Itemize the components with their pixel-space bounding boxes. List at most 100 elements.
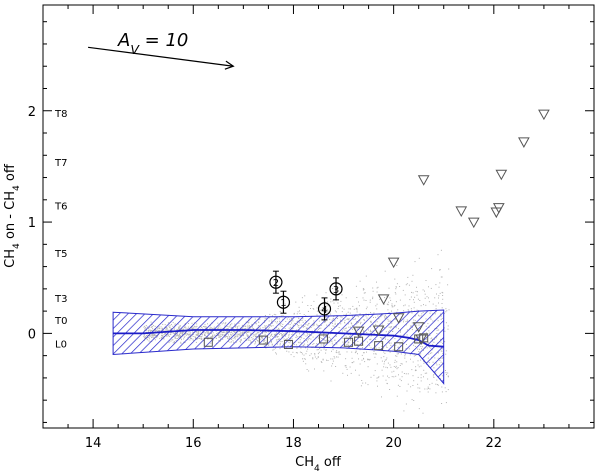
field-dot: [355, 351, 357, 353]
field-dot: [376, 303, 378, 305]
field-dot: [397, 384, 399, 386]
field-dot: [339, 353, 341, 355]
field-dot: [447, 325, 449, 327]
field-dot: [295, 301, 297, 303]
field-dot: [445, 308, 447, 310]
field-dot: [418, 408, 420, 410]
field-dot: [415, 355, 417, 356]
field-dot: [363, 292, 365, 294]
field-dot: [305, 353, 307, 355]
plot-frame: [42, 4, 595, 429]
field-dot: [377, 385, 378, 387]
field-dot: [396, 311, 398, 313]
field-dot: [405, 361, 407, 363]
field-dot: [272, 315, 273, 317]
field-dot: [370, 312, 372, 313]
field-dot: [400, 363, 402, 365]
field-dot: [424, 372, 426, 374]
field-dot: [317, 349, 319, 351]
field-dot: [439, 282, 441, 284]
field-dot: [390, 299, 392, 301]
field-dot: [422, 289, 424, 291]
field-dot: [425, 280, 427, 281]
field-dot: [361, 354, 363, 356]
field-dot: [420, 305, 422, 307]
field-dot: [417, 360, 419, 362]
spectral-type-label: L0: [55, 339, 67, 350]
field-dot: [396, 368, 398, 370]
field-dot: [325, 304, 327, 306]
field-dot: [420, 365, 422, 367]
field-dot: [349, 366, 351, 368]
field-dot: [279, 348, 281, 350]
field-dot: [413, 299, 414, 301]
field-dot: [445, 311, 447, 313]
field-dot: [296, 347, 298, 349]
field-dot: [358, 374, 360, 376]
field-dot: [439, 292, 441, 294]
field-dot: [362, 289, 364, 291]
field-dot: [273, 313, 275, 315]
field-dot: [412, 385, 414, 386]
candidate-circle: [317, 302, 332, 316]
field-dot: [419, 300, 421, 301]
field-dot: [445, 391, 447, 393]
field-dot: [417, 364, 419, 366]
field-dot: [346, 368, 348, 370]
field-dot: [441, 403, 443, 404]
field-dot: [405, 353, 406, 355]
field-dot: [350, 308, 351, 310]
field-dot: [336, 350, 338, 352]
field-dot: [331, 350, 332, 352]
field-dot: [386, 357, 388, 359]
candidate-marker: 1: [276, 290, 291, 314]
reddening-arrow-head: [224, 60, 235, 70]
field-dot: [394, 304, 396, 306]
field-dot: [338, 353, 340, 355]
t-dwarf-marker: [455, 206, 468, 217]
field-dot: [403, 305, 405, 307]
field-dot: [386, 303, 388, 305]
field-dot: [415, 369, 417, 371]
field-dot: [445, 402, 447, 404]
scatter-band: [112, 309, 445, 385]
field-dot: [314, 353, 316, 354]
field-dot: [321, 362, 323, 363]
reddening-vector-label: AV = 10: [117, 30, 188, 57]
field-dot: [395, 301, 397, 303]
field-dot: [284, 303, 286, 305]
field-dot: [380, 357, 382, 359]
candidate-marker: 2: [269, 270, 283, 294]
field-dot: [445, 372, 447, 374]
field-dot: [338, 352, 340, 354]
field-dot: [399, 299, 401, 301]
field-dot: [336, 356, 337, 358]
field-dot: [419, 391, 421, 393]
field-dot: [411, 310, 413, 312]
field-dot: [434, 297, 436, 299]
field-dot: [314, 368, 315, 370]
field-dot: [356, 309, 358, 311]
field-dot: [408, 305, 410, 307]
field-dot: [312, 358, 314, 360]
candidate-circle: [269, 275, 283, 289]
field-dot: [427, 378, 429, 380]
field-dot: [345, 366, 347, 368]
field-dot: [290, 354, 292, 356]
field-dot: [395, 286, 397, 288]
field-dot: [356, 307, 358, 309]
field-dot: [395, 293, 397, 295]
field-dot: [378, 376, 380, 378]
field-dot: [383, 356, 385, 358]
field-dot: [436, 293, 437, 295]
x-axis-label: CH4 off: [295, 455, 342, 472]
field-dot: [396, 283, 398, 285]
field-dot: [305, 347, 307, 349]
field-dot: [364, 292, 366, 294]
field-dot: [341, 294, 343, 296]
field-dot: [447, 375, 449, 377]
field-dot: [309, 354, 311, 356]
field-dot: [365, 275, 367, 277]
field-dot: [307, 310, 309, 312]
field-dot: [301, 352, 303, 353]
